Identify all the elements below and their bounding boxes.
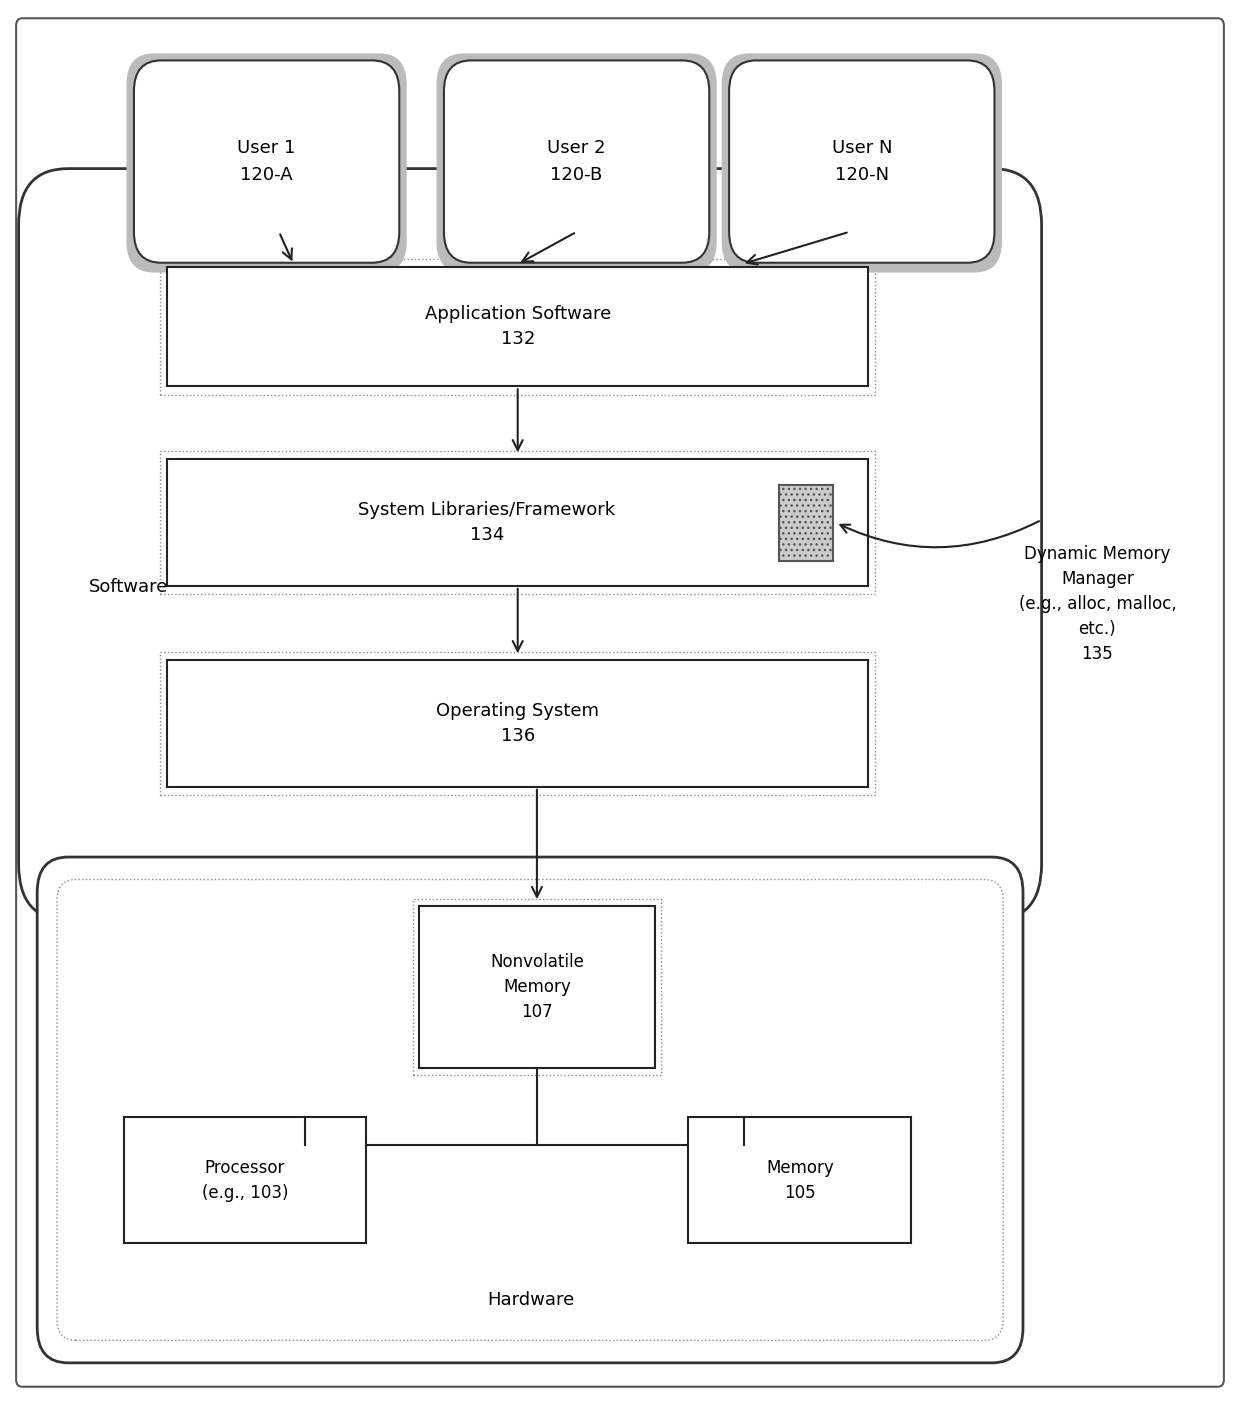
FancyBboxPatch shape bbox=[729, 60, 994, 263]
FancyBboxPatch shape bbox=[126, 53, 407, 273]
Bar bbox=[167, 459, 868, 586]
Text: Operating System
136: Operating System 136 bbox=[436, 702, 599, 745]
FancyBboxPatch shape bbox=[436, 53, 717, 273]
Bar bbox=[419, 906, 655, 1068]
FancyBboxPatch shape bbox=[722, 53, 1002, 273]
Bar bbox=[124, 1117, 366, 1243]
Text: User N
120-N: User N 120-N bbox=[832, 139, 892, 184]
Bar bbox=[160, 451, 875, 594]
Text: Hardware: Hardware bbox=[487, 1291, 574, 1308]
Bar bbox=[160, 259, 875, 395]
Text: Processor
(e.g., 103): Processor (e.g., 103) bbox=[202, 1159, 288, 1201]
Bar bbox=[779, 485, 833, 561]
Text: Nonvolatile
Memory
107: Nonvolatile Memory 107 bbox=[490, 953, 584, 1021]
Text: User 2
120-B: User 2 120-B bbox=[547, 139, 606, 184]
FancyBboxPatch shape bbox=[134, 60, 399, 263]
Text: Dynamic Memory
Manager
(e.g., alloc, malloc,
etc.)
135: Dynamic Memory Manager (e.g., alloc, mal… bbox=[1018, 545, 1177, 663]
Bar bbox=[167, 660, 868, 787]
Text: System Libraries/Framework
134: System Libraries/Framework 134 bbox=[358, 502, 615, 544]
Bar bbox=[413, 899, 661, 1075]
FancyBboxPatch shape bbox=[444, 60, 709, 263]
Text: User 1
120-A: User 1 120-A bbox=[237, 139, 296, 184]
Text: Memory
105: Memory 105 bbox=[766, 1159, 833, 1201]
Bar bbox=[160, 652, 875, 795]
FancyBboxPatch shape bbox=[16, 18, 1224, 1387]
Bar bbox=[167, 267, 868, 386]
Text: Software: Software bbox=[89, 579, 169, 596]
FancyBboxPatch shape bbox=[19, 169, 1042, 920]
Text: Application Software
132: Application Software 132 bbox=[424, 305, 611, 348]
Bar bbox=[688, 1117, 911, 1243]
FancyBboxPatch shape bbox=[37, 857, 1023, 1363]
